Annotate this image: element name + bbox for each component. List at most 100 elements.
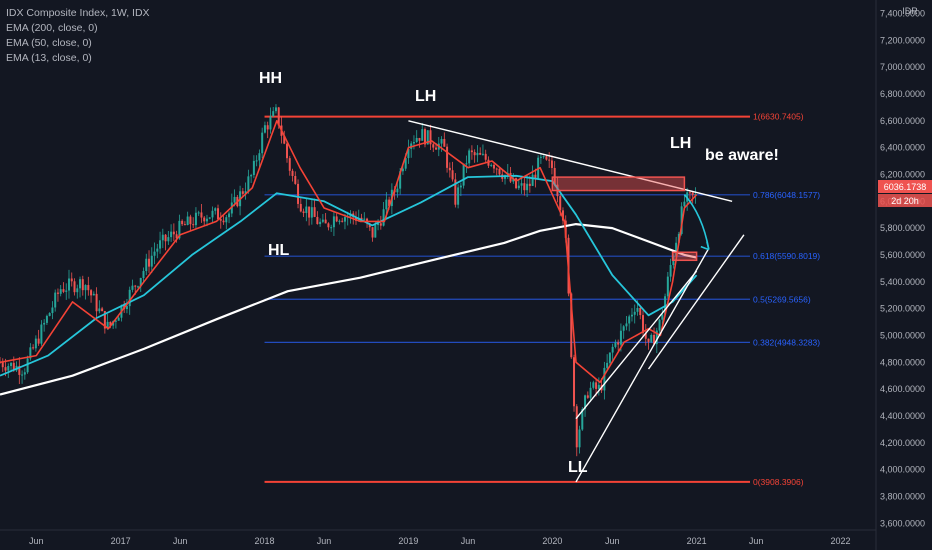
candle-body	[448, 167, 451, 171]
candle-body	[228, 213, 231, 218]
candle-body	[669, 265, 672, 277]
trendline	[575, 270, 698, 420]
candle-body	[51, 307, 54, 314]
price-tick-label: 5,200.0000	[880, 304, 925, 314]
price-tick-label: 3,800.0000	[880, 491, 925, 501]
candle-body	[23, 372, 26, 375]
candle-body	[388, 199, 391, 207]
candle-body	[412, 142, 415, 144]
candle-body	[225, 217, 228, 223]
candle-body	[156, 248, 159, 252]
symbol-title[interactable]: IDX Composite Index, 1W, IDX	[6, 7, 150, 19]
candle-body	[150, 255, 153, 267]
candle-body	[67, 278, 70, 291]
candle-body	[619, 330, 622, 345]
candle-body	[288, 158, 291, 171]
time-tick-label: Jun	[317, 536, 332, 546]
fib-level-label: 0.786(6048.1577)	[753, 190, 820, 200]
candle-body	[134, 285, 137, 287]
time-tick-label: 2019	[398, 536, 418, 546]
candle-body	[263, 125, 266, 133]
candle-body	[153, 251, 156, 256]
candle-body	[10, 362, 13, 367]
candle-body	[29, 347, 32, 359]
candle-body	[404, 158, 407, 169]
candle-body	[269, 116, 272, 130]
candle-body	[694, 194, 697, 196]
price-tick-label: 6,800.0000	[880, 89, 925, 99]
candle-body	[622, 326, 625, 331]
candle-body	[87, 285, 90, 291]
candle-body	[241, 191, 244, 194]
candle-body	[294, 175, 297, 184]
candle-body	[573, 357, 576, 407]
candle-body	[131, 285, 134, 290]
annotation-lh-2020: LH	[670, 135, 691, 152]
candle-body	[194, 212, 197, 226]
candle-body	[56, 292, 59, 294]
indicator-ema200[interactable]: EMA (200, close, 0)	[6, 22, 98, 34]
candle-body	[183, 224, 186, 226]
candle-body	[492, 164, 495, 169]
candle-body	[407, 148, 410, 159]
candle-body	[189, 216, 192, 225]
candle-body	[688, 192, 691, 194]
price-tick-label: 4,800.0000	[880, 357, 925, 367]
candle-body	[570, 293, 573, 358]
fib-level-label: 0.618(5590.8019)	[753, 251, 820, 261]
candle-body	[65, 290, 68, 292]
candle-body	[274, 107, 277, 112]
candle-body	[443, 138, 446, 147]
candle-body	[214, 208, 217, 211]
candle-body	[451, 170, 454, 180]
candle-body	[523, 183, 526, 191]
candle-body	[45, 315, 48, 323]
indicator-ema50[interactable]: EMA (50, close, 0)	[6, 37, 92, 49]
candle-body	[432, 144, 435, 148]
candle-body	[297, 183, 300, 204]
time-tick-label: 2020	[542, 536, 562, 546]
indicator-ema13[interactable]: EMA (13, close, 0)	[6, 52, 92, 64]
candle-body	[197, 212, 200, 214]
time-tick-label: Jun	[173, 536, 188, 546]
price-tick-label: 5,400.0000	[880, 277, 925, 287]
candle-body	[484, 153, 487, 160]
candle-body	[161, 234, 164, 241]
candle-body	[628, 316, 631, 324]
candle-body	[473, 152, 476, 156]
candle-body	[335, 216, 338, 222]
candle-body	[595, 382, 598, 389]
time-axis[interactable]: Jun 2017 Jun 2018 Jun 2019 Jun 2020 Jun 2021 Jun 20…	[0, 529, 876, 546]
candle-body	[666, 276, 669, 297]
candle-body	[338, 220, 341, 222]
candle-body	[462, 163, 465, 186]
candle-body	[172, 231, 175, 235]
candle-body	[545, 156, 548, 160]
candle-body	[680, 206, 683, 234]
candle-body	[222, 220, 225, 223]
candle-body	[79, 279, 82, 289]
price-tick-label: 5,800.0000	[880, 223, 925, 233]
candle-body	[528, 183, 531, 186]
candle-body	[401, 168, 404, 172]
candle-body	[233, 196, 236, 203]
candle-body	[479, 152, 482, 155]
candle-body	[142, 271, 145, 278]
candle-body	[421, 129, 424, 141]
trendline	[647, 234, 745, 370]
candle-body	[139, 277, 142, 287]
candle-body	[95, 293, 98, 312]
candle-body	[371, 227, 374, 238]
candle-body	[319, 221, 322, 225]
candle-body	[614, 342, 617, 347]
candle-body	[418, 138, 421, 141]
candle-body	[691, 192, 694, 196]
candle-body	[343, 217, 346, 222]
candle-body	[305, 206, 308, 213]
candle-body	[658, 319, 661, 331]
candle-body	[92, 293, 95, 296]
candle-body	[4, 367, 7, 371]
candle-body	[277, 107, 280, 126]
